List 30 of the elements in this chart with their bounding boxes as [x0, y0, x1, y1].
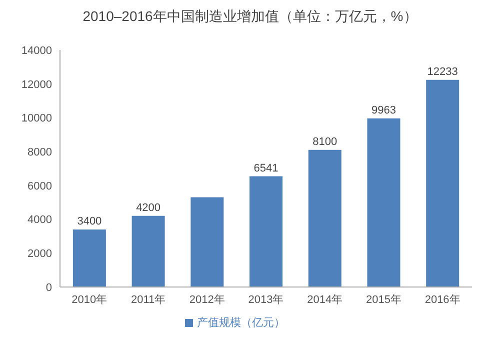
bar: [250, 176, 283, 287]
x-tick-label: 2015年: [366, 294, 402, 306]
x-tick-label: 2010年: [72, 294, 108, 306]
bar: [132, 216, 165, 287]
legend-label: 产值规模（亿元）: [197, 317, 285, 329]
x-tick-label: 2014年: [307, 294, 343, 306]
x-tick-label: 2013年: [248, 294, 284, 306]
y-tick-label: 14000: [21, 44, 52, 57]
y-tick-label: 2000: [28, 248, 52, 260]
data-label: 8100: [312, 136, 338, 148]
bar: [72, 229, 106, 287]
y-tick-label: 8000: [28, 146, 52, 158]
data-label: 9963: [371, 104, 396, 116]
data-label: 3400: [77, 215, 102, 228]
bar: [426, 80, 460, 287]
x-tick-label: 2011年: [130, 294, 166, 306]
y-tick-label: 4000: [28, 214, 52, 226]
data-label: 12233: [427, 66, 458, 78]
y-tick-label: 6000: [28, 180, 52, 192]
bar: [367, 118, 400, 287]
bar: [308, 150, 342, 287]
data-label: 4200: [136, 202, 161, 214]
y-tick-label: 0: [46, 282, 52, 294]
y-tick-label: 10000: [21, 112, 52, 125]
x-tick-label: 2012年: [189, 294, 225, 306]
chart-title: 2010–2016年中国制造业增加值（单位：万亿元，%）: [82, 8, 418, 26]
bar: [190, 197, 224, 287]
data-label: 6541: [254, 162, 278, 174]
x-tick-label: 2016年: [424, 294, 460, 306]
y-tick-label: 12000: [21, 78, 52, 91]
